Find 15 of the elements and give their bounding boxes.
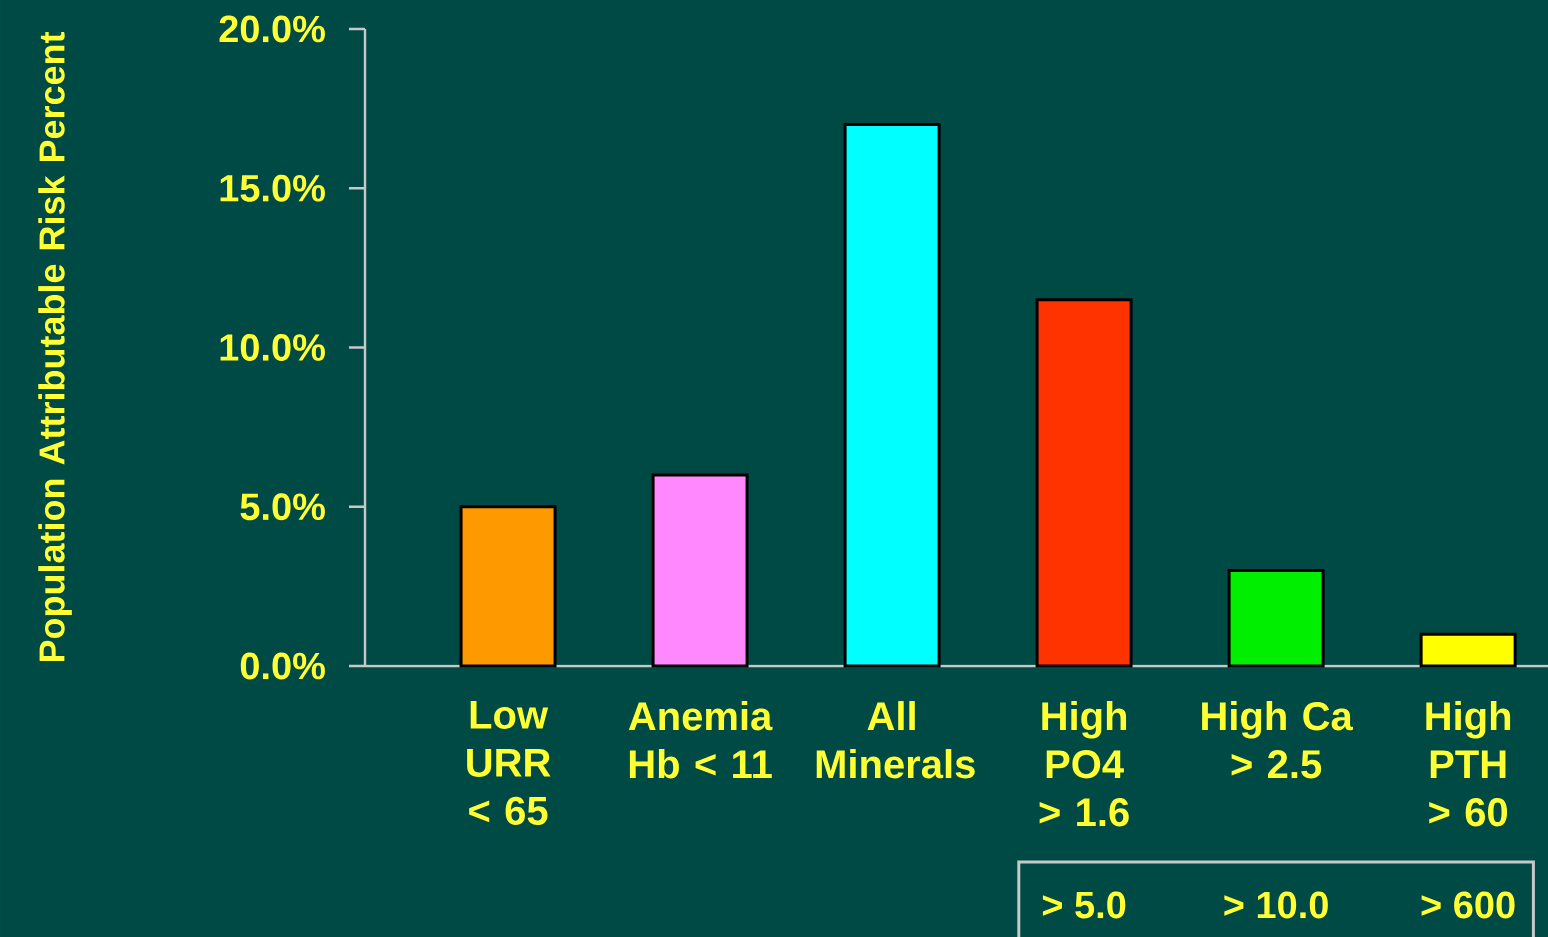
text: > 5.0: [1042, 891, 1126, 919]
x-tick-label: All Minerals: [816, 701, 975, 779]
y-tick-label: 15.0%: [220, 174, 325, 202]
x-tick-label: High PTH > 60: [1426, 701, 1511, 827]
y-axis-title: Population Attributable Risk Percent: [38, 31, 72, 662]
x-tick-label: Low URR < 65: [467, 701, 551, 825]
x-tick-label: Anemia Hb < 11: [628, 701, 773, 779]
x-tick-label: High PO4 > 1.6: [1039, 701, 1129, 827]
y-tick-label: 0.0%: [240, 652, 325, 680]
y-tick-label: 5.0%: [240, 493, 325, 521]
text: > 600: [1421, 891, 1515, 919]
x-tick-label: High Ca > 2.5: [1202, 701, 1354, 779]
y-tick-label: 20.0%: [219, 15, 325, 43]
text: > 10.0: [1224, 891, 1328, 919]
y-tick-label: 10.0%: [220, 334, 325, 361]
